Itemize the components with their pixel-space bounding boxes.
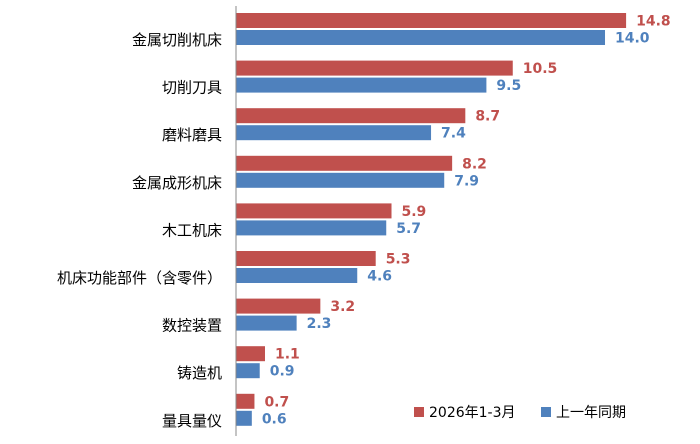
value-label-current-7: 1.1 bbox=[275, 347, 300, 363]
value-label-previous-6: 2.3 bbox=[307, 316, 332, 332]
bar-current-5 bbox=[236, 251, 376, 266]
bar-previous-2 bbox=[236, 125, 432, 141]
bar-previous-4 bbox=[236, 220, 387, 236]
bar-current-8 bbox=[236, 393, 255, 409]
value-label-current-1: 10.5 bbox=[523, 61, 558, 77]
bar-previous-5 bbox=[236, 268, 358, 283]
bar-previous-6 bbox=[236, 315, 297, 331]
bar-previous-3 bbox=[236, 172, 445, 188]
value-label-current-6: 3.2 bbox=[330, 299, 355, 315]
value-label-current-8: 0.7 bbox=[264, 394, 289, 410]
bar-current-1 bbox=[236, 60, 513, 76]
value-label-previous-1: 9.5 bbox=[496, 78, 521, 94]
bar-current-7 bbox=[236, 346, 265, 362]
value-label-previous-5: 4.6 bbox=[367, 269, 392, 285]
category-label-4: 木工机床 bbox=[162, 221, 222, 239]
value-label-previous-8: 0.6 bbox=[262, 411, 287, 427]
value-label-current-2: 8.7 bbox=[475, 109, 500, 125]
bar-previous-8 bbox=[236, 410, 252, 426]
value-label-current-0: 14.8 bbox=[636, 14, 671, 30]
legend-label-0: 2026年1-3月 bbox=[429, 405, 516, 421]
bar-previous-0 bbox=[236, 30, 606, 45]
bar-current-2 bbox=[236, 108, 466, 124]
legend-swatch-0 bbox=[414, 407, 424, 417]
category-label-2: 磨料磨具 bbox=[162, 126, 222, 144]
category-label-0: 金属切削机床 bbox=[132, 31, 222, 49]
value-label-previous-0: 14.0 bbox=[615, 31, 650, 47]
legend-swatch-1 bbox=[541, 407, 551, 417]
bar-previous-7 bbox=[236, 363, 260, 379]
bar-previous-1 bbox=[236, 77, 487, 93]
labels-layer: 14.814.0 金属切削机床 10.59.5 切削刀具 8.7 7.4 磨料磨具 8.27.… bbox=[57, 14, 671, 430]
bar-current-3 bbox=[236, 155, 453, 171]
category-label-7: 铸造机 bbox=[177, 364, 222, 382]
category-label-5: 机床功能部件（含零件） bbox=[57, 269, 222, 287]
category-label-1: 切削刀具 bbox=[162, 79, 222, 97]
value-label-current-5: 5.3 bbox=[386, 252, 411, 268]
value-label-previous-7: 0.9 bbox=[270, 364, 295, 380]
bar-current-6 bbox=[236, 298, 321, 314]
value-label-previous-4: 5.7 bbox=[396, 221, 421, 237]
category-label-6: 数控装置 bbox=[162, 317, 222, 335]
bar-current-4 bbox=[236, 203, 392, 219]
category-label-8: 量具量仪 bbox=[162, 412, 222, 430]
value-label-current-4: 5.9 bbox=[402, 204, 427, 220]
bar-current-0 bbox=[236, 13, 627, 28]
value-label-previous-2: 7.4 bbox=[441, 126, 466, 142]
value-label-previous-3: 7.9 bbox=[454, 173, 479, 189]
legend: 2026年1-3月 上一年同期 bbox=[414, 405, 626, 421]
value-label-current-3: 8.2 bbox=[462, 156, 487, 172]
category-label-3: 金属成形机床 bbox=[132, 174, 222, 192]
legend-label-1: 上一年同期 bbox=[556, 405, 626, 421]
bars-layer bbox=[236, 13, 627, 426]
